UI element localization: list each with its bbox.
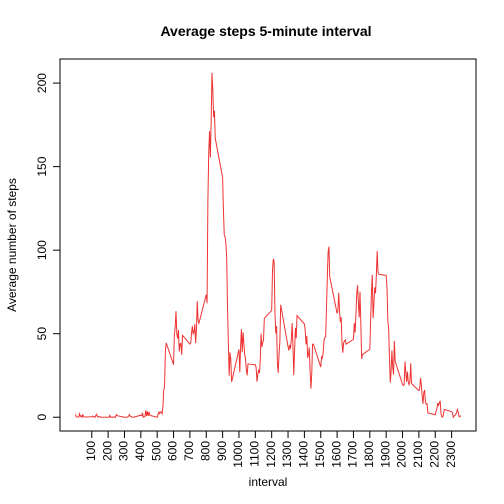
y-tick-label: 100: [35, 240, 49, 260]
y-tick-label: 150: [35, 156, 49, 176]
x-tick-label: 1900: [378, 441, 392, 468]
x-tick-label: 1400: [297, 441, 311, 468]
y-tick-label: 0: [35, 414, 49, 421]
x-tick-label: 900: [215, 441, 229, 461]
y-tick-label: 50: [35, 327, 49, 341]
x-tick-label: 2300: [444, 441, 458, 468]
x-tick-label: 200: [100, 441, 114, 461]
x-tick-label: 300: [117, 441, 131, 461]
x-tick-label: 1200: [264, 441, 278, 468]
x-tick-label: 100: [84, 441, 98, 461]
y-tick-label: 200: [35, 73, 49, 93]
x-tick-label: 1500: [313, 441, 327, 468]
x-tick-label: 800: [198, 441, 212, 461]
x-tick-label: 1700: [346, 441, 360, 468]
x-tick-label: 1600: [329, 441, 343, 468]
chart-title: Average steps 5-minute interval: [160, 23, 371, 39]
x-tick-label: 1800: [362, 441, 376, 468]
x-tick-label: 500: [149, 441, 163, 461]
x-axis-label: interval: [249, 475, 288, 489]
x-tick-label: 1300: [280, 441, 294, 468]
x-tick-label: 700: [182, 441, 196, 461]
plot-box: [59, 58, 477, 432]
x-tick-label: 1000: [231, 441, 245, 468]
x-tick-label: 2200: [427, 441, 441, 468]
x-tick-label: 600: [166, 441, 180, 461]
y-axis-label: Average number of steps: [5, 178, 19, 312]
x-tick-label: 400: [133, 441, 147, 461]
x-tick-label: 2100: [411, 441, 425, 468]
data-line: [74, 72, 462, 419]
x-tick-label: 1100: [247, 441, 261, 467]
x-tick-label: 2000: [395, 441, 409, 468]
